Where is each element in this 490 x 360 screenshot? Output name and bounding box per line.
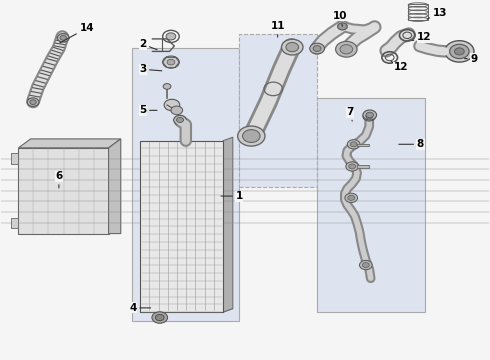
Circle shape xyxy=(27,98,39,107)
Text: 3: 3 xyxy=(139,64,162,74)
Circle shape xyxy=(163,56,179,68)
Circle shape xyxy=(340,45,353,54)
Text: 8: 8 xyxy=(399,139,424,149)
Text: 12: 12 xyxy=(413,32,432,42)
Circle shape xyxy=(163,84,171,89)
Circle shape xyxy=(243,130,260,143)
Circle shape xyxy=(166,33,176,40)
Circle shape xyxy=(366,114,373,119)
Circle shape xyxy=(60,36,67,40)
Bar xyxy=(140,141,223,312)
Bar xyxy=(11,153,19,164)
Circle shape xyxy=(363,262,369,267)
Circle shape xyxy=(345,193,358,203)
Text: 5: 5 xyxy=(139,105,157,115)
Circle shape xyxy=(313,46,321,51)
Polygon shape xyxy=(109,139,121,234)
Circle shape xyxy=(173,115,186,125)
Text: 2: 2 xyxy=(139,39,157,50)
Circle shape xyxy=(450,44,469,59)
Text: 7: 7 xyxy=(346,107,353,121)
Circle shape xyxy=(164,99,180,111)
Circle shape xyxy=(286,42,298,52)
Circle shape xyxy=(167,59,175,65)
Text: 13: 13 xyxy=(428,8,447,19)
Text: 12: 12 xyxy=(391,62,408,72)
Circle shape xyxy=(366,112,373,118)
Bar xyxy=(11,217,19,228)
Circle shape xyxy=(338,23,347,30)
Bar xyxy=(317,98,425,312)
Bar xyxy=(132,48,239,321)
Polygon shape xyxy=(19,139,121,148)
Circle shape xyxy=(152,312,168,323)
Text: 10: 10 xyxy=(333,11,347,26)
Circle shape xyxy=(171,106,183,114)
Circle shape xyxy=(347,140,360,149)
Bar xyxy=(239,33,317,187)
Polygon shape xyxy=(223,137,233,312)
Circle shape xyxy=(310,43,324,54)
Text: 11: 11 xyxy=(270,21,285,37)
Circle shape xyxy=(238,126,265,146)
Circle shape xyxy=(363,112,375,121)
Text: 1: 1 xyxy=(221,191,243,201)
Circle shape xyxy=(346,162,359,171)
Text: 6: 6 xyxy=(55,171,63,188)
Circle shape xyxy=(176,117,183,122)
Circle shape xyxy=(445,41,474,62)
Circle shape xyxy=(57,33,69,42)
Circle shape xyxy=(360,260,372,270)
Circle shape xyxy=(30,100,36,104)
Circle shape xyxy=(348,195,355,201)
Bar xyxy=(357,165,369,168)
Circle shape xyxy=(282,39,303,55)
Circle shape xyxy=(363,110,376,120)
Circle shape xyxy=(350,142,357,147)
Polygon shape xyxy=(140,309,233,312)
Circle shape xyxy=(455,48,464,55)
Circle shape xyxy=(349,164,356,169)
Bar xyxy=(357,144,369,147)
Text: 9: 9 xyxy=(465,54,478,64)
Text: 4: 4 xyxy=(129,303,150,313)
Circle shape xyxy=(155,314,164,321)
Text: 14: 14 xyxy=(60,23,94,43)
Circle shape xyxy=(336,41,357,57)
Bar xyxy=(19,148,109,234)
